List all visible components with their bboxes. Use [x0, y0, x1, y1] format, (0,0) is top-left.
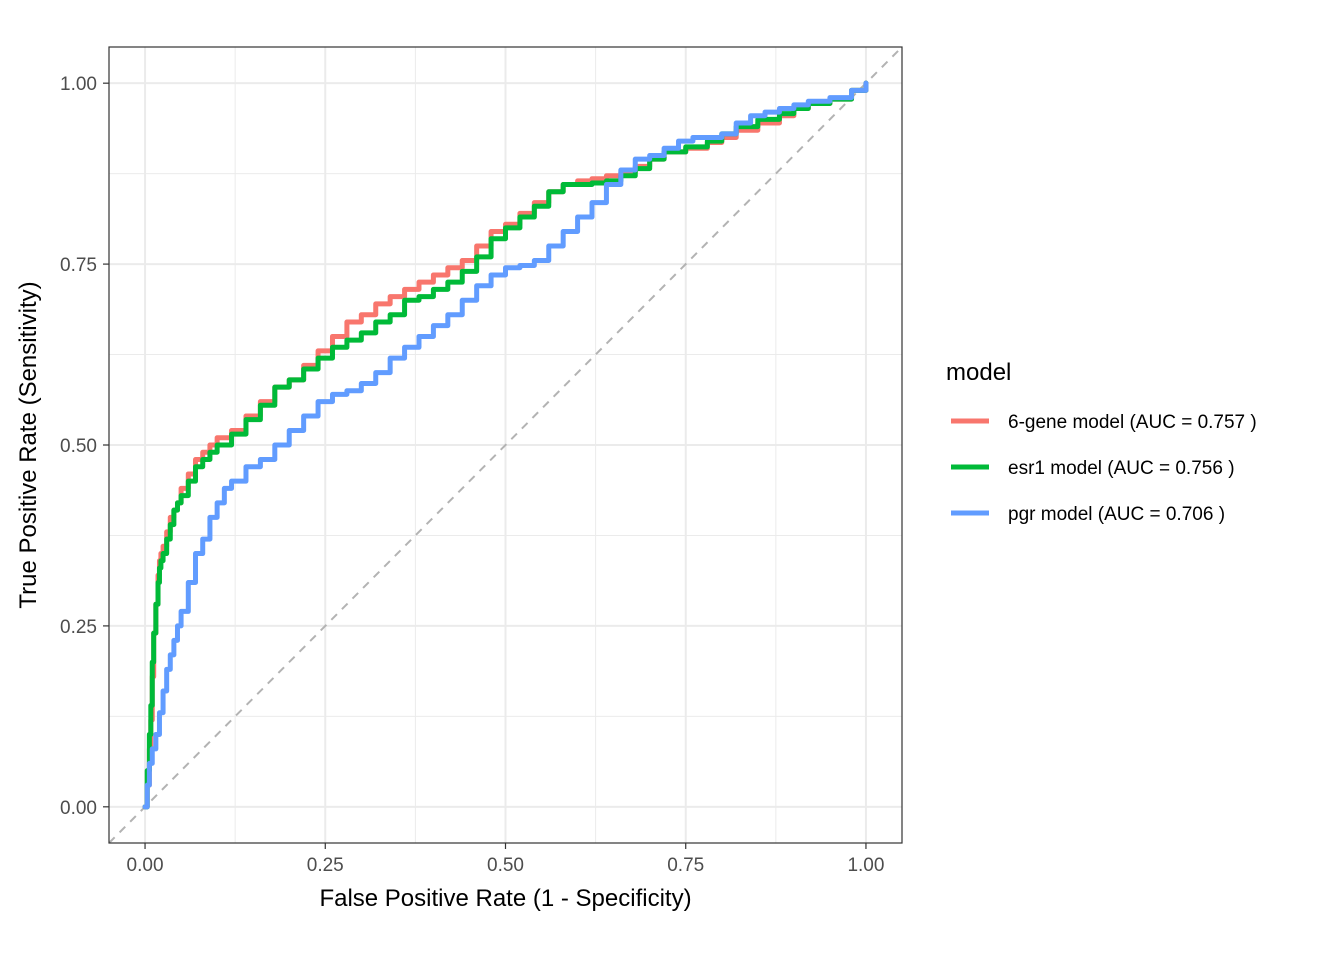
x-axis: 0.00 0.25 0.50 0.75 1.00 [127, 843, 884, 876]
reference-diagonal-line [108, 46, 903, 844]
legend-label-2: pgr model (AUC = 0.706 ) [1008, 504, 1225, 525]
x-axis-title: False Positive Rate (1 - Specificity) [319, 885, 691, 912]
y-axis: 0.00 0.25 0.50 0.75 1.00 [60, 74, 109, 819]
y-tick-label: 0.50 [60, 436, 97, 457]
y-tick-label: 0.00 [60, 798, 97, 819]
legend: model 6-gene model (AUC = 0.757 ) esr1 mo… [946, 359, 1257, 525]
y-tick-label: 0.75 [60, 255, 97, 276]
series-line-1 [142, 80, 869, 810]
legend-label-1: esr1 model (AUC = 0.756 ) [1008, 458, 1235, 479]
y-tick-label: 1.00 [60, 74, 97, 95]
x-tick-label: 0.75 [667, 855, 704, 876]
x-tick-label: 0.00 [127, 855, 164, 876]
x-tick-label: 0.50 [487, 855, 524, 876]
y-axis-title: True Positive Rate (Sensitivity) [15, 281, 42, 608]
legend-label-0: 6-gene model (AUC = 0.757 ) [1008, 412, 1257, 433]
x-tick-label: 0.25 [307, 855, 344, 876]
x-tick-label: 1.00 [847, 855, 884, 876]
y-tick-label: 0.25 [60, 617, 97, 638]
legend-title: model [946, 359, 1011, 386]
series-layer [142, 80, 869, 810]
series-line-2 [142, 80, 869, 810]
